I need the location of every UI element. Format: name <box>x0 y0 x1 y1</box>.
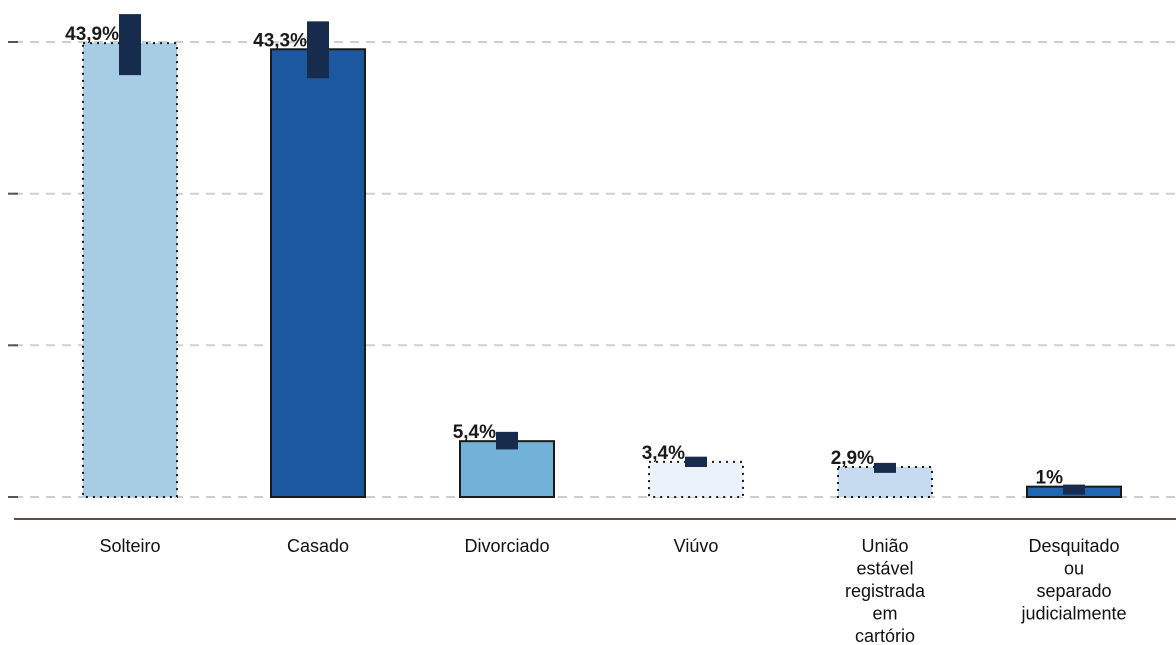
error-bar <box>119 14 141 76</box>
category-label: Divorciado <box>464 536 549 556</box>
error-bar <box>685 456 707 468</box>
category-label: Casado <box>287 536 349 556</box>
value-labels: 43,9% 43,3% 5,4% 3,4% 2,9% 1% <box>65 24 1063 489</box>
category-label: Desquitado ou separado judicialmente <box>1020 536 1126 624</box>
error-bar <box>307 21 329 79</box>
bar <box>648 460 744 498</box>
bar <box>459 440 555 498</box>
error-bar <box>1063 484 1085 495</box>
bar <box>82 42 178 498</box>
bars <box>82 14 1122 499</box>
error-bar <box>496 431 518 450</box>
value-label: 43,3% <box>253 30 307 51</box>
bar <box>270 48 366 498</box>
value-label: 3,4% <box>642 443 685 464</box>
category-label: Viúvo <box>674 536 719 556</box>
category-labels: Solteiro Casado Divorciado Viúvo União estáve… <box>99 536 1126 645</box>
value-label: 2,9% <box>831 448 874 469</box>
category-label: União estável registrada em cartório <box>845 536 926 645</box>
value-label: 5,4% <box>453 422 496 443</box>
error-bar <box>874 462 896 473</box>
value-label: 1% <box>1036 468 1064 489</box>
value-label: 43,9% <box>65 24 119 45</box>
category-label: Solteiro <box>99 536 160 556</box>
gridlines <box>8 41 1176 498</box>
